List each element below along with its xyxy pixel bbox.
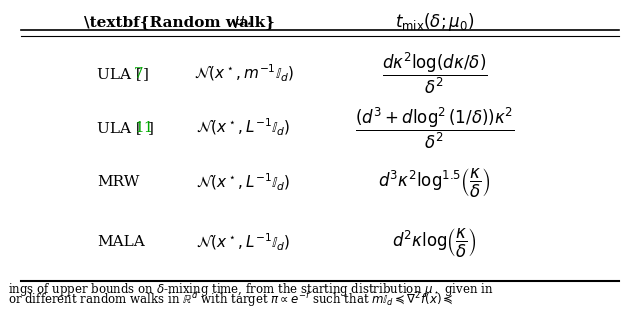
- Text: ULA [: ULA [: [97, 67, 141, 81]
- Text: ULA [: ULA [: [97, 121, 141, 135]
- Text: 11: 11: [134, 121, 154, 135]
- Text: ings of upper bounds on $\delta$-mixing time, from the starting distribution $\m: ings of upper bounds on $\delta$-mixing …: [8, 281, 493, 298]
- Text: \textbf{Random walk}: \textbf{Random walk}: [84, 16, 275, 30]
- Text: $\mathcal{N}(x^\star, L^{-1}\mathbb{I}_d)$: $\mathcal{N}(x^\star, L^{-1}\mathbb{I}_d…: [196, 117, 291, 138]
- Text: or different random walks in $\mathbb{R}^d$ with target $\pi \propto e^{-f}$ suc: or different random walks in $\mathbb{R}…: [8, 290, 453, 309]
- Text: MRW: MRW: [97, 175, 140, 189]
- Text: ]: ]: [143, 67, 148, 81]
- Text: ]: ]: [148, 121, 154, 135]
- Text: $\dfrac{d\kappa^2 \log(d\kappa/\delta)}{\delta^2}$: $\dfrac{d\kappa^2 \log(d\kappa/\delta)}{…: [382, 51, 488, 96]
- Text: $d^2\kappa \log\!\left(\dfrac{\kappa}{\delta}\right)$: $d^2\kappa \log\!\left(\dfrac{\kappa}{\d…: [392, 226, 477, 259]
- Text: $t_{\mathrm{mix}}(\delta;\mu_0)$: $t_{\mathrm{mix}}(\delta;\mu_0)$: [395, 12, 474, 34]
- Text: $\mathcal{N}(x^\star, L^{-1}\mathbb{I}_d)$: $\mathcal{N}(x^\star, L^{-1}\mathbb{I}_d…: [196, 232, 291, 253]
- Text: 7: 7: [134, 67, 143, 81]
- Text: $\mu_\star$: $\mu_\star$: [234, 15, 253, 30]
- Text: MALA: MALA: [97, 235, 145, 249]
- Text: $\mathcal{N}(x^\star, L^{-1}\mathbb{I}_d)$: $\mathcal{N}(x^\star, L^{-1}\mathbb{I}_d…: [196, 172, 291, 193]
- Text: $\dfrac{(d^3 + d\log^2(1/\delta))\kappa^2}{\delta^2}$: $\dfrac{(d^3 + d\log^2(1/\delta))\kappa^…: [355, 105, 515, 151]
- Text: $\mathcal{N}(x^\star, m^{-1}\mathbb{I}_d)$: $\mathcal{N}(x^\star, m^{-1}\mathbb{I}_d…: [193, 63, 294, 84]
- Text: $d^3\kappa^2 \log^{1.5}\!\left(\dfrac{\kappa}{\delta}\right)$: $d^3\kappa^2 \log^{1.5}\!\left(\dfrac{\k…: [378, 165, 491, 199]
